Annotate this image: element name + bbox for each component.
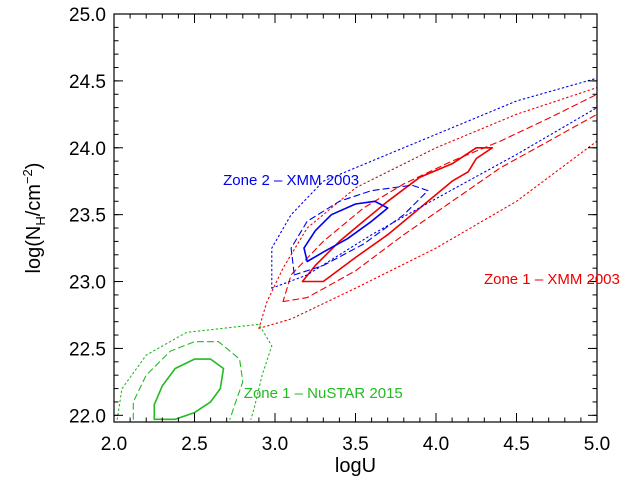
y-tick-label: 25.0 bbox=[69, 5, 106, 26]
zone1-xmm-dashed-contour bbox=[282, 93, 597, 303]
zone2-xmm-dotted-contour bbox=[271, 77, 597, 289]
y-axis-label-mid: /cm bbox=[23, 184, 45, 216]
zone1-nustar-solid-contour bbox=[153, 358, 225, 421]
x-tick-label: 3.5 bbox=[342, 434, 368, 455]
contour-annotation: Zone 1 – NuSTAR 2015 bbox=[244, 385, 403, 402]
zone1-xmm-solid-contour bbox=[301, 147, 494, 283]
y-tick-label: 24.5 bbox=[69, 72, 106, 93]
x-tick-label: 4.5 bbox=[503, 434, 529, 455]
y-axis-label-main: log(N bbox=[23, 226, 45, 274]
x-axis-label: logU bbox=[335, 455, 376, 477]
ticks-layer bbox=[113, 13, 598, 422]
y-axis-label-sup: −2 bbox=[20, 169, 35, 184]
x-tick-label: 5.0 bbox=[584, 434, 610, 455]
x-tick-label: 4.0 bbox=[423, 434, 449, 455]
zone1-nustar-dashed-contour bbox=[132, 341, 244, 420]
y-axis-label-end: ) bbox=[23, 163, 45, 170]
y-tick-label: 23.0 bbox=[69, 273, 106, 294]
plot-frame bbox=[113, 13, 598, 423]
x-tick-label: 3.0 bbox=[262, 434, 288, 455]
x-tick-label: 2.5 bbox=[181, 434, 207, 455]
tick-labels-layer: 2.0 2.5 3.0 3.5 4.0 4.5 5.0 22.0 22.5 23.0 23.5 24.… bbox=[69, 5, 610, 455]
y-tick-label: 23.5 bbox=[69, 206, 106, 227]
contour-annotation: Zone 1 – XMM 2003 bbox=[484, 271, 620, 288]
y-tick-label: 22.5 bbox=[69, 339, 106, 360]
x-tick-label: 2.0 bbox=[101, 434, 127, 455]
zone2-xmm-dashed-contour bbox=[290, 184, 429, 276]
zone1-nustar-dotted-contour bbox=[116, 323, 273, 420]
contour-series-layer bbox=[116, 77, 597, 421]
y-tick-label: 22.0 bbox=[69, 406, 106, 427]
contour-annotation: Zone 2 – XMM 2003 bbox=[223, 172, 359, 189]
y-axis-label-sub: H bbox=[33, 216, 48, 225]
y-tick-label: 24.0 bbox=[69, 139, 106, 160]
y-axis-label: log(NH/cm−2) bbox=[20, 163, 48, 274]
zone2-xmm-solid-contour bbox=[303, 200, 389, 263]
annotations-layer: Zone 2 – XMM 2003 Zone 1 – XMM 2003 Zone 1… bbox=[223, 172, 620, 402]
zone1-xmm-dotted-contour bbox=[258, 87, 597, 329]
